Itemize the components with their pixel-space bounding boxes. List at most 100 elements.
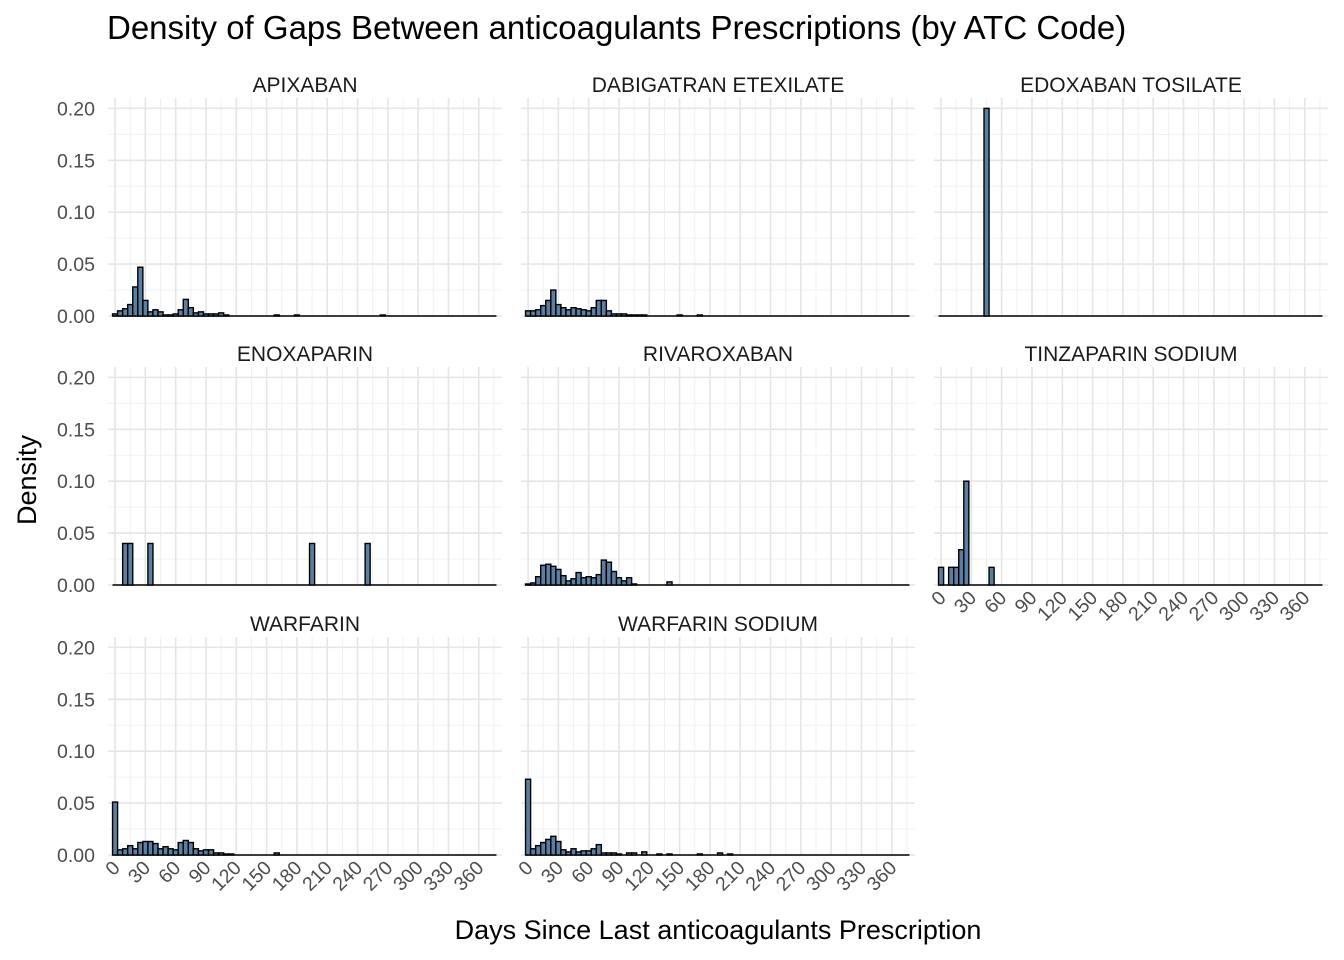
- histogram-bar: [116, 849, 124, 856]
- chart-title: Density of Gaps Between anticoagulants P…: [107, 9, 1127, 46]
- x-tick-label: 60: [567, 857, 598, 888]
- histogram-bar: [534, 575, 542, 586]
- histogram-bar: [580, 309, 587, 317]
- panel-enoxaparin: ENOXAPARIN 0.00 0.05 0.10 0.15 0.20: [57, 343, 502, 597]
- histogram-bar: [207, 313, 215, 317]
- histogram-bar: [590, 577, 597, 586]
- histogram-bar: [555, 303, 562, 317]
- y-tick-label: 0.05: [57, 793, 95, 815]
- x-tick-label: 60: [154, 857, 185, 888]
- histogram-bar: [540, 304, 547, 317]
- histogram-bar: [217, 312, 225, 317]
- y-tick-label: 0.15: [57, 150, 95, 172]
- histogram-bar: [182, 839, 190, 856]
- histogram-bar: [550, 289, 557, 317]
- histogram-bar: [615, 313, 623, 317]
- histogram-bar: [529, 582, 537, 586]
- histogram-bar: [595, 299, 603, 317]
- histogram-bar: [379, 314, 387, 317]
- histogram-bar: [676, 314, 683, 317]
- y-tick-label: 0.15: [57, 419, 95, 441]
- panel-strip-label: WARFARIN: [250, 613, 360, 636]
- histogram-bar: [560, 849, 567, 856]
- histogram-bar: [565, 580, 572, 586]
- histogram-bar: [142, 299, 149, 317]
- histogram-bar: [580, 850, 587, 856]
- histogram-bar: [555, 840, 562, 856]
- y-tick-label: 0.00: [57, 845, 95, 867]
- histogram-bar: [630, 314, 638, 317]
- histogram-bar: [600, 299, 608, 317]
- histogram-bar: [111, 313, 119, 317]
- histogram-bar: [121, 542, 129, 586]
- histogram-bar: [610, 313, 618, 317]
- histogram-bar: [570, 848, 577, 856]
- histogram-bar: [273, 314, 280, 317]
- panel-strip-label: EDOXABAN TOSILATE: [1020, 74, 1242, 97]
- x-tick-label: 30: [950, 587, 981, 618]
- y-tick-label: 0.05: [57, 254, 95, 276]
- histogram-bar: [620, 313, 628, 317]
- histogram-bar: [545, 299, 552, 317]
- histogram-bar: [222, 314, 230, 317]
- histogram-bar: [197, 850, 205, 856]
- histogram-bar: [570, 306, 577, 317]
- histogram-bar: [534, 844, 542, 856]
- panel-strip-label: TINZAPARIN SODIUM: [1024, 343, 1237, 366]
- histogram-bar: [595, 573, 603, 586]
- histogram-bar: [630, 583, 638, 586]
- histogram-bar: [197, 311, 205, 317]
- x-tick-label: 0: [514, 857, 537, 880]
- histogram-bar: [212, 852, 220, 856]
- histogram-bar: [565, 309, 572, 317]
- histogram-bar: [157, 311, 164, 317]
- histogram-bar: [575, 851, 582, 856]
- panel-rivaroxaban: RIVAROXABAN: [521, 343, 915, 586]
- histogram-bar: [111, 801, 119, 856]
- x-tick-label: 360: [863, 857, 902, 896]
- histogram-bar: [177, 841, 184, 856]
- histogram-bar: [524, 310, 532, 317]
- histogram-bar: [534, 309, 542, 317]
- histogram-bar: [641, 314, 648, 317]
- histogram-bar: [641, 851, 648, 856]
- y-tick-label: 0.10: [57, 471, 95, 493]
- panel-edoxaban-tosilate: EDOXABAN TOSILATE: [934, 74, 1328, 317]
- histogram-bar: [222, 853, 230, 856]
- histogram-bar: [293, 314, 301, 317]
- histogram-bar: [600, 852, 608, 856]
- histogram-bar: [570, 578, 577, 586]
- histogram-bar: [228, 853, 235, 856]
- histogram-bar: [696, 853, 704, 856]
- histogram-bar: [620, 580, 628, 586]
- y-tick-label: 0.20: [57, 367, 95, 389]
- y-tick-label: 0.20: [57, 98, 95, 120]
- histogram-bar: [524, 778, 532, 856]
- histogram-bar: [560, 306, 567, 317]
- histogram-bar: [126, 844, 134, 856]
- histogram-bar: [207, 849, 215, 856]
- histogram-bar: [364, 542, 371, 586]
- panel-dabigatran-etexilate: DABIGATRAN ETEXILATE: [521, 74, 915, 317]
- histogram-bar: [666, 581, 673, 586]
- histogram-bar: [202, 849, 210, 856]
- histogram-bar: [575, 571, 582, 586]
- histogram-bar: [308, 542, 316, 586]
- panel-apixaban: APIXABAN 0.00 0.05 0.10 0.15 0.20: [57, 74, 502, 328]
- histogram-bar: [610, 570, 618, 586]
- x-tick-label: 0: [927, 587, 950, 610]
- histogram-bar: [947, 566, 955, 586]
- histogram-bar: [540, 564, 547, 586]
- histogram-bar: [182, 298, 190, 317]
- histogram-bar: [625, 314, 633, 317]
- histogram-bar: [137, 841, 144, 856]
- y-tick-label: 0.00: [57, 575, 95, 597]
- histogram-bar: [137, 266, 144, 317]
- histogram-bar: [625, 852, 633, 856]
- x-tick-label: 30: [537, 857, 568, 888]
- histogram-bar: [983, 107, 990, 317]
- histogram-bar: [958, 549, 965, 586]
